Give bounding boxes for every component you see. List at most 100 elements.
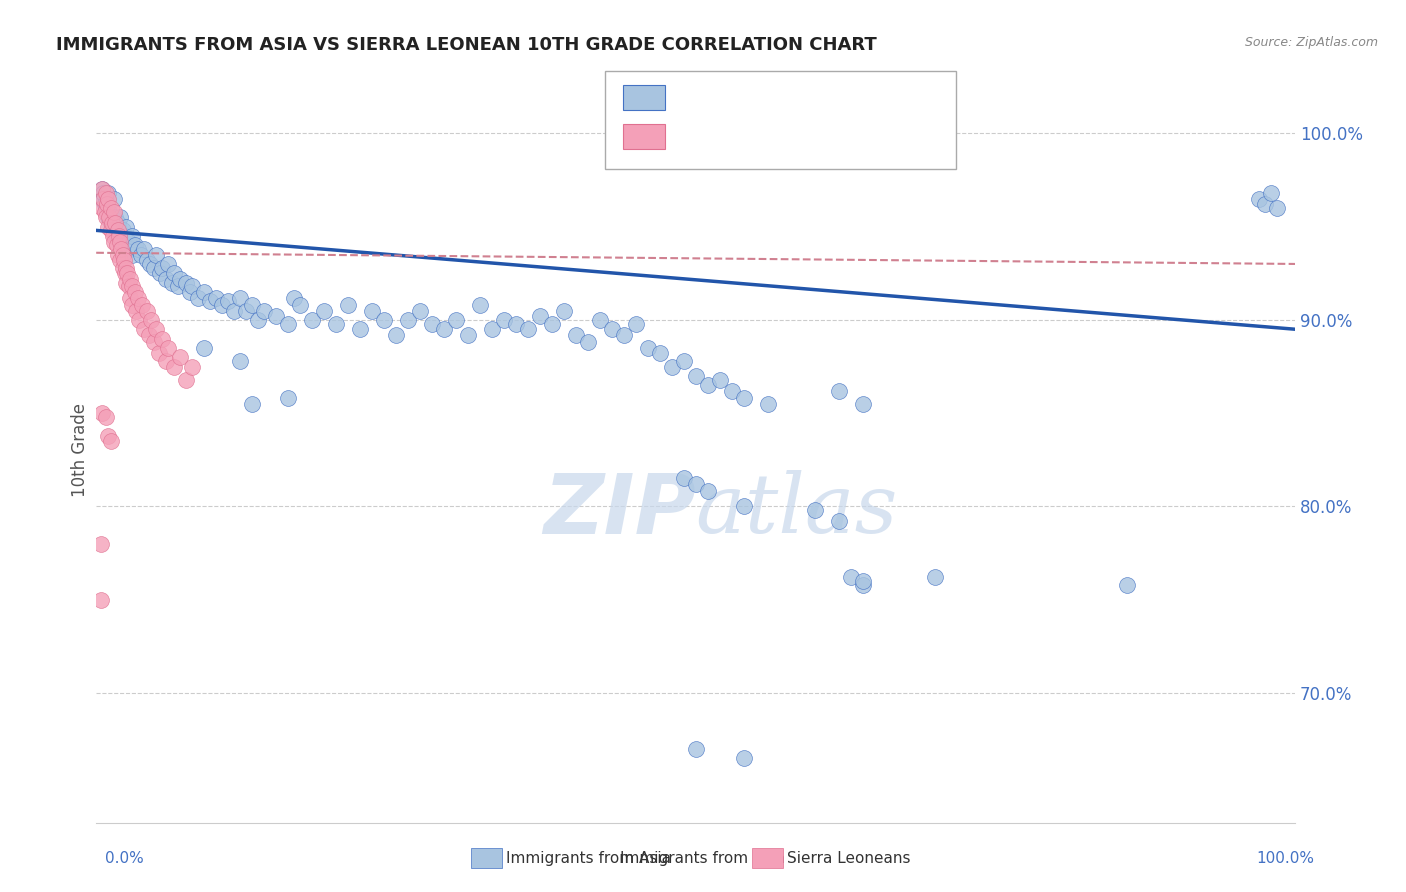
- Point: [193, 341, 215, 355]
- Point: [648, 346, 671, 360]
- Point: [924, 570, 946, 584]
- Point: [288, 298, 311, 312]
- Point: [100, 216, 122, 230]
- Point: [264, 309, 287, 323]
- Point: [169, 350, 191, 364]
- Point: [852, 397, 875, 411]
- Point: [103, 192, 125, 206]
- Point: [277, 317, 299, 331]
- Point: [150, 332, 173, 346]
- Point: [637, 341, 659, 355]
- Point: [121, 279, 143, 293]
- Point: [90, 537, 112, 551]
- Point: [277, 391, 299, 405]
- Point: [529, 309, 551, 323]
- Point: [187, 291, 209, 305]
- Point: [283, 291, 305, 305]
- Point: [361, 303, 384, 318]
- Point: [107, 247, 129, 261]
- Point: [115, 238, 138, 252]
- Y-axis label: 10th Grade: 10th Grade: [72, 403, 89, 498]
- Point: [385, 327, 408, 342]
- Point: [108, 211, 131, 225]
- Point: [733, 500, 755, 514]
- Point: [457, 327, 479, 342]
- Point: [111, 260, 134, 275]
- Point: [624, 317, 647, 331]
- Point: [444, 313, 467, 327]
- Point: [134, 242, 156, 256]
- Point: [112, 229, 135, 244]
- Point: [157, 341, 180, 355]
- Point: [163, 266, 186, 280]
- Point: [155, 272, 177, 286]
- Point: [117, 235, 139, 249]
- Point: [112, 253, 135, 268]
- Point: [160, 276, 183, 290]
- Point: [127, 242, 149, 256]
- Point: [103, 204, 125, 219]
- Point: [96, 204, 118, 219]
- Point: [129, 247, 152, 261]
- Point: [1260, 186, 1282, 200]
- Point: [247, 313, 270, 327]
- Point: [93, 186, 115, 200]
- Point: [121, 298, 143, 312]
- Point: [148, 346, 170, 360]
- Point: [733, 391, 755, 405]
- Point: [468, 298, 491, 312]
- Point: [179, 285, 201, 299]
- Point: [131, 298, 153, 312]
- Point: [169, 272, 191, 286]
- Point: [139, 257, 162, 271]
- Point: [100, 211, 122, 225]
- Point: [135, 253, 157, 268]
- Point: [301, 313, 323, 327]
- Point: [312, 303, 335, 318]
- Point: [576, 335, 599, 350]
- Point: [91, 406, 114, 420]
- Point: [373, 313, 395, 327]
- Point: [828, 384, 851, 398]
- Point: [540, 317, 562, 331]
- Point: [104, 211, 127, 225]
- Point: [672, 471, 695, 485]
- Point: [672, 354, 695, 368]
- Point: [101, 229, 124, 244]
- Point: [97, 428, 120, 442]
- Point: [685, 368, 707, 383]
- Point: [97, 211, 120, 225]
- Point: [492, 313, 515, 327]
- Point: [709, 373, 731, 387]
- Point: [600, 322, 623, 336]
- Point: [117, 266, 139, 280]
- Point: [198, 294, 221, 309]
- Point: [97, 192, 120, 206]
- Point: [1254, 197, 1277, 211]
- Point: [222, 303, 245, 318]
- Point: [733, 751, 755, 765]
- Point: [235, 303, 257, 318]
- Point: [142, 335, 165, 350]
- Point: [108, 253, 131, 268]
- Point: [193, 285, 215, 299]
- Point: [124, 285, 146, 299]
- Text: -0.246: -0.246: [721, 88, 786, 106]
- Text: Source: ZipAtlas.com: Source: ZipAtlas.com: [1244, 36, 1378, 49]
- Point: [349, 322, 371, 336]
- Point: [108, 235, 131, 249]
- Point: [852, 574, 875, 588]
- Point: [91, 182, 114, 196]
- Point: [852, 578, 875, 592]
- Point: [134, 322, 156, 336]
- Point: [125, 303, 148, 318]
- Point: [115, 219, 138, 234]
- Text: N = 113: N = 113: [796, 88, 865, 106]
- Point: [240, 397, 263, 411]
- Point: [336, 298, 359, 312]
- Point: [103, 223, 125, 237]
- Point: [94, 201, 117, 215]
- Point: [613, 327, 636, 342]
- Point: [94, 186, 117, 200]
- Point: [174, 276, 197, 290]
